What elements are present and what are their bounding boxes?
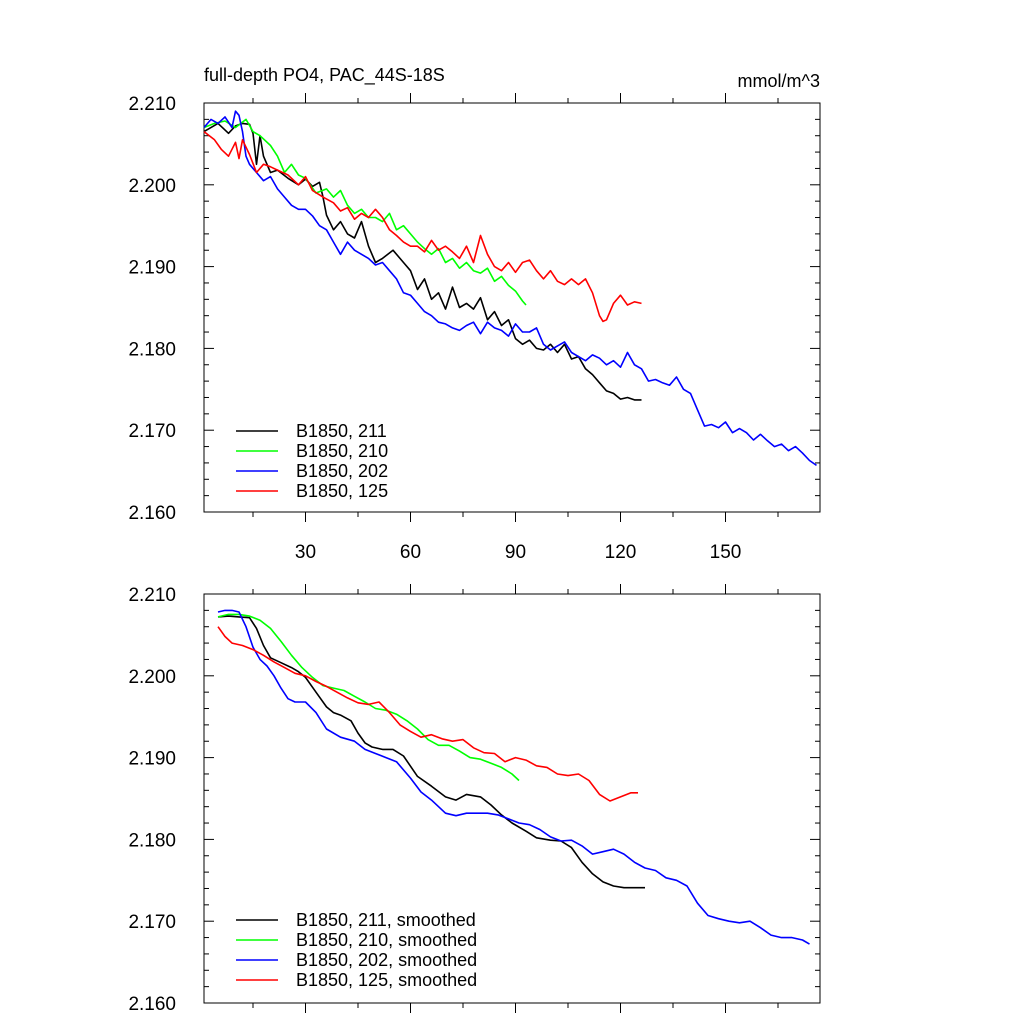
legend-label: B1850, 211 [296,421,387,441]
x-tick-label: 150 [710,542,742,563]
y-tick-label: 2.200 [128,176,176,197]
series-line-1 [203,122,642,401]
plot-frame [203,593,821,1004]
bottom-panel: 2.160 2.170 2.180 2.190 2.200 2.210 B1850, 211… [128,584,821,1015]
x-tick-label: 30 [295,542,316,563]
y-tick-label: 2.170 [128,421,176,442]
x-tick-label: 60 [400,542,421,563]
y-tick-label: 2.180 [128,339,176,360]
series-line-2 [203,118,527,306]
y-tick-label: 2.180 [128,830,176,851]
legend-label: B1850, 210, smoothed [296,930,477,950]
series-line-3 [217,609,810,945]
y-tick-label: 2.160 [128,503,176,524]
units-label: mmol/m^3 [738,71,820,91]
series-line-1 [217,615,645,889]
y-tick-label: 2.200 [128,667,176,688]
y-tick-label: 2.160 [128,994,176,1015]
series-line-3 [203,110,817,467]
plot-frame [203,102,821,513]
top-panel: 2.160 2.170 2.180 2.190 2.200 2.210 30 60 90 120 1… [128,93,821,563]
series-line-4 [203,130,642,323]
series-line-4 [217,626,638,802]
legend-label: B1850, 210 [296,441,388,461]
chart-title: full-depth PO4, PAC_44S-18S [204,65,445,86]
y-tick-label: 2.210 [128,94,176,115]
x-tick-label: 90 [505,542,526,563]
legend-label: B1850, 211, smoothed [296,910,476,930]
y-tick-label: 2.210 [128,585,176,606]
y-tick-label: 2.190 [128,258,176,279]
legend-label: B1850, 202, smoothed [296,950,477,970]
legend-label: B1850, 202 [296,461,388,481]
x-tick-label: 120 [605,542,637,563]
legend-label: B1850, 125, smoothed [296,970,477,990]
y-tick-label: 2.170 [128,912,176,933]
series-line-2 [217,613,520,782]
legend-label: B1850, 125 [296,481,388,501]
y-tick-label: 2.190 [128,749,176,770]
